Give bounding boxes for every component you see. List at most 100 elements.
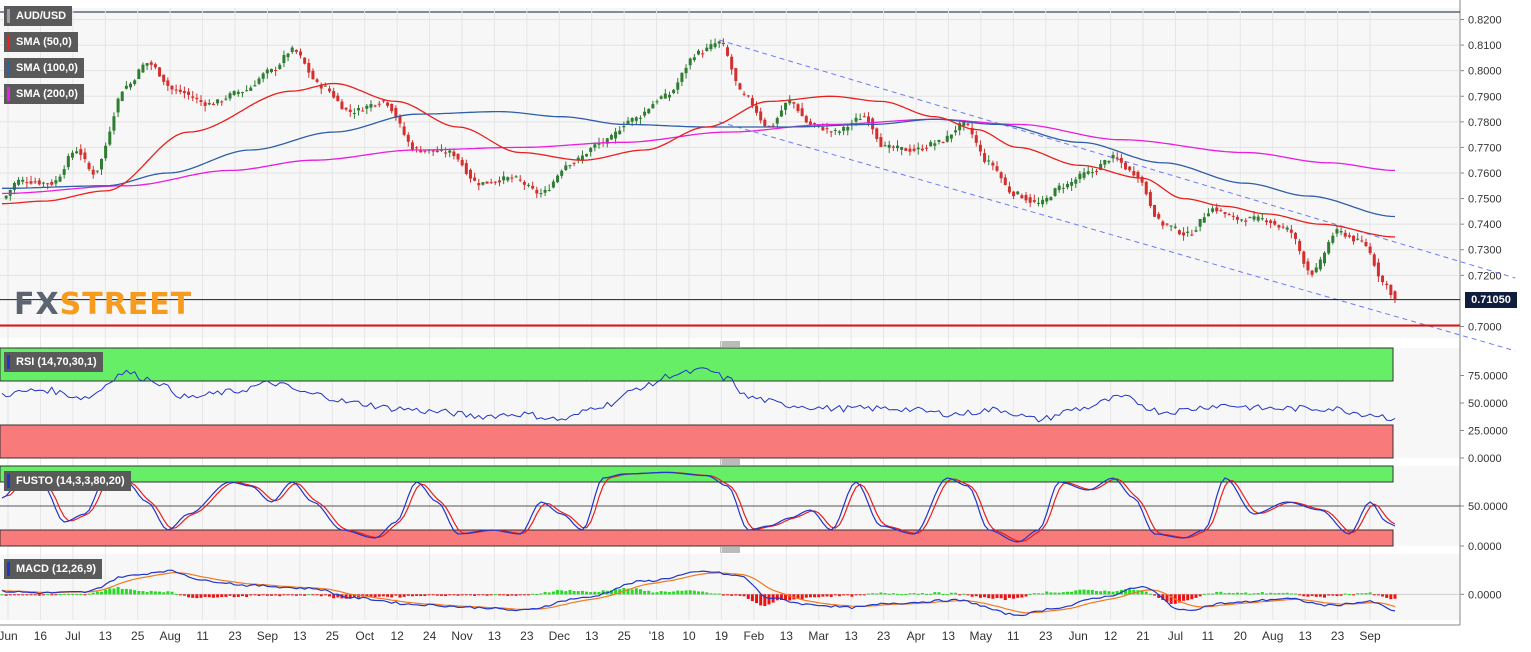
macd-histogram-bar — [187, 594, 191, 598]
candle-body — [929, 142, 933, 147]
candle-body — [1368, 246, 1372, 254]
sma50-label[interactable]: SMA (50,0) — [4, 32, 78, 52]
candle-body — [1074, 179, 1078, 184]
macd-histogram-bar — [1260, 592, 1264, 595]
macd-histogram-bar — [91, 592, 95, 595]
candle-body — [1256, 216, 1260, 221]
candle-body — [1115, 157, 1119, 159]
macd-histogram-bar — [929, 593, 933, 595]
candle-body — [319, 84, 323, 89]
candle-body — [1194, 230, 1198, 232]
macd-histogram-bar — [1032, 593, 1036, 595]
x-tick-label: '18 — [649, 629, 665, 643]
macd-histogram-bar — [1314, 594, 1318, 597]
macd-histogram-bar — [502, 594, 506, 596]
rsi-tick-label: 50.0000 — [1468, 398, 1508, 410]
candle-body — [713, 43, 717, 48]
macd-histogram-bar — [585, 591, 589, 595]
macd-histogram-bar — [1323, 594, 1327, 598]
macd-histogram-bar — [916, 593, 920, 595]
y-tick-label: 0.7700 — [1468, 142, 1502, 154]
macd-histogram-bar — [253, 594, 257, 596]
candle-body — [1372, 254, 1376, 266]
candle-body — [730, 56, 734, 70]
y-tick-label: 0.8000 — [1468, 66, 1502, 78]
candle-body — [195, 97, 199, 100]
candle-body — [336, 95, 340, 102]
macd-histogram-bar — [1343, 593, 1347, 595]
macd-histogram-bar — [1206, 593, 1210, 595]
candle-body — [589, 148, 593, 153]
rsi-label[interactable]: RSI (14,70,30,1) — [4, 352, 103, 372]
candle-body — [199, 100, 203, 102]
candle-body — [174, 89, 178, 91]
candle-body — [1335, 229, 1339, 234]
macd-histogram-bar — [1165, 594, 1169, 602]
macd-histogram-bar — [249, 594, 253, 596]
candle-body — [75, 151, 79, 154]
macd-histogram-bar — [684, 590, 688, 595]
candle-body — [1389, 284, 1393, 296]
candle-body — [332, 91, 336, 98]
candle-body — [232, 90, 236, 95]
macd-histogram-bar — [104, 589, 108, 595]
macd-histogram-bar — [618, 589, 622, 595]
candle-body — [1190, 234, 1194, 236]
y-tick-label: 0.7000 — [1468, 321, 1502, 333]
macd-histogram-bar — [1115, 590, 1119, 595]
macd-histogram-bar — [663, 591, 667, 595]
sma50-line — [1, 82, 1396, 238]
candle-body — [775, 118, 779, 124]
sma200-label[interactable]: SMA (200,0) — [4, 84, 84, 104]
candle-body — [1306, 261, 1310, 271]
x-tick-label: 23 — [1039, 629, 1053, 643]
candle-body — [829, 131, 833, 133]
candle-body — [638, 117, 642, 119]
macd-histogram-bar — [348, 594, 352, 599]
candle-body — [377, 103, 381, 105]
sma100-label[interactable]: SMA (100,0) — [4, 58, 84, 78]
candle-body — [1173, 226, 1177, 228]
macd-histogram-bar — [1140, 590, 1144, 595]
candle-body — [609, 135, 613, 140]
candle-body — [1215, 207, 1219, 212]
candle-body — [485, 181, 489, 184]
candle-body — [282, 55, 286, 64]
candle-body — [240, 92, 244, 94]
instrument-label[interactable]: AUD/USD — [4, 6, 73, 26]
macd-histogram-bar — [37, 594, 41, 596]
macd-histogram-bar — [1016, 594, 1020, 598]
candle-body — [1343, 232, 1347, 237]
candle-body — [991, 162, 995, 166]
macd-histogram-bar — [1041, 593, 1045, 595]
macd-label[interactable]: MACD (12,26,9) — [4, 559, 103, 579]
fusto-label[interactable]: FUSTO (14,3,3,80,20) — [4, 471, 131, 491]
macd-histogram-bar — [112, 588, 116, 595]
candle-body — [510, 177, 514, 179]
candle-body — [680, 72, 684, 82]
macd-histogram-bar — [535, 594, 539, 596]
candle-body — [692, 57, 696, 61]
macd-histogram-bar — [705, 592, 709, 595]
macd-histogram-bar — [41, 594, 45, 596]
macd-histogram-bar — [510, 594, 514, 596]
y-tick-label: 0.7900 — [1468, 91, 1502, 103]
macd-histogram-bar — [821, 594, 825, 597]
candle-body — [25, 182, 29, 184]
candle-body — [651, 104, 655, 109]
candle-body — [1289, 229, 1293, 233]
candle-body — [100, 158, 103, 170]
x-tick-label: Jul — [65, 629, 80, 643]
candle-body — [580, 155, 584, 161]
macd-histogram-bar — [871, 593, 875, 595]
macd-histogram-bar — [8, 594, 12, 596]
candle-body — [303, 57, 307, 64]
candle-body — [949, 134, 953, 139]
x-tick-label: Oct — [355, 629, 374, 643]
macd-histogram-bar — [697, 591, 700, 595]
macd-histogram-bar — [199, 594, 203, 598]
macd-histogram-bar — [87, 593, 91, 595]
macd-histogram-bar — [746, 594, 750, 599]
macd-histogram-bar — [1240, 593, 1244, 595]
candle-body — [742, 93, 746, 95]
